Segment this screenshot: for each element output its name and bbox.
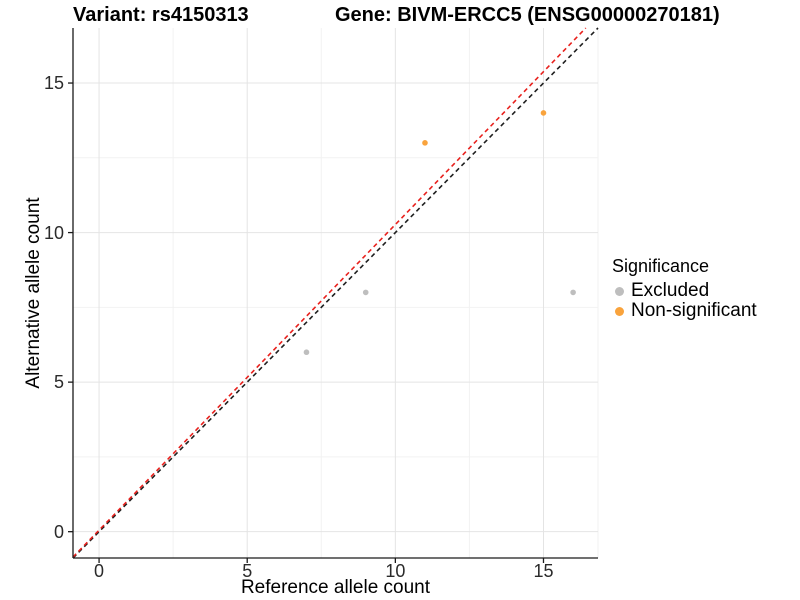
legend-item-excluded: Excluded (612, 280, 757, 301)
y-tick-label: 15 (43, 73, 64, 94)
legend: Significance Excluded Non-significant (612, 256, 757, 321)
legend-item-non-significant: Non-significant (612, 300, 757, 321)
identity-line (72, 27, 599, 559)
data-point-non-significant (540, 110, 547, 116)
y-tick-label: 5 (53, 372, 64, 393)
x-tick-label: 15 (533, 561, 554, 581)
x-axis-title: Reference allele count (240, 577, 431, 598)
non-significant-dot-icon (615, 306, 624, 316)
y-tick-label: 0 (53, 521, 64, 542)
fit-line (72, 27, 587, 558)
legend-title: Significance (612, 256, 710, 276)
y-axis-title: Alternative allele count (23, 197, 44, 389)
legend-item-label: Non-significant (631, 300, 757, 321)
data-point-excluded (570, 289, 576, 296)
legend-item-label: Excluded (631, 280, 710, 301)
excluded-dot-icon (615, 286, 624, 296)
x-tick-label: 10 (385, 561, 406, 581)
data-point-non-significant (422, 140, 428, 146)
data-point-excluded (303, 349, 310, 356)
x-tick-label: 5 (242, 561, 253, 581)
data-point-excluded (362, 289, 369, 296)
plot-title-gene: Gene: BIVM-ERCC5 (ENSG00000270181) (335, 4, 720, 26)
x-tick-label: 0 (94, 561, 105, 581)
y-tick-label: 10 (43, 222, 64, 243)
plot-title-variant: Variant: rs4150313 (73, 4, 249, 26)
